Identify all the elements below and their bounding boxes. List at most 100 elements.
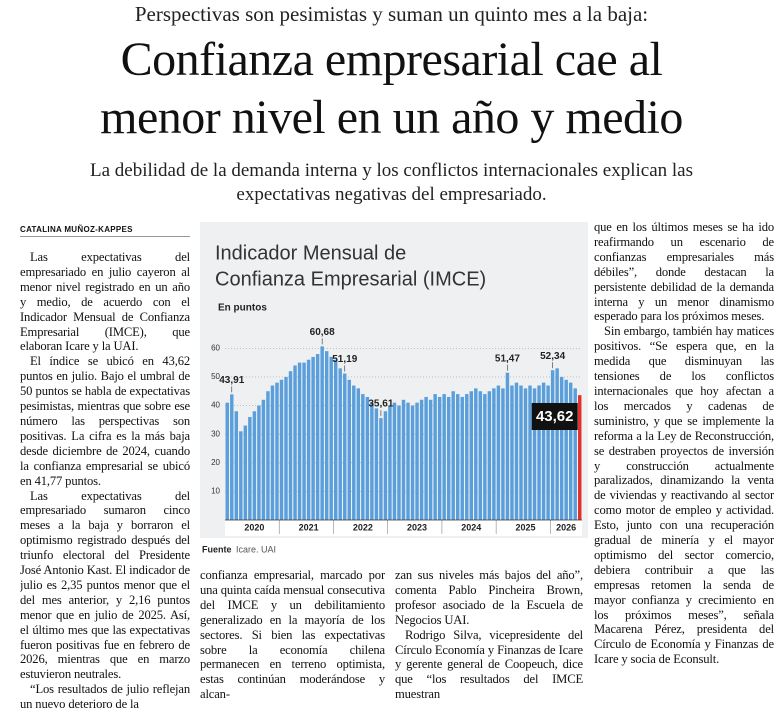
bar: [573, 388, 577, 520]
x-tick-label: 2026: [556, 522, 576, 532]
bar: [284, 376, 288, 520]
bar: [456, 394, 460, 520]
bar: [329, 356, 333, 520]
bar: [248, 416, 252, 520]
x-tick-label: 2025: [515, 522, 535, 532]
bar: [239, 431, 243, 520]
bar: [293, 365, 297, 520]
bar: [343, 373, 347, 520]
bar: [505, 372, 510, 520]
bar: [433, 394, 437, 520]
paragraph: Rodrigo Silva, vicepresidente del Círcul…: [395, 627, 583, 702]
bar: [401, 399, 406, 520]
x-tick-label: 2021: [299, 522, 319, 532]
bar: [555, 368, 559, 520]
bar: [361, 394, 365, 520]
bar: [492, 388, 496, 520]
bar: [234, 411, 239, 520]
paragraph: confianza empresarial, marcado por una q…: [200, 568, 385, 702]
bar: [243, 425, 248, 520]
bar: [320, 346, 324, 520]
bar: [356, 388, 361, 520]
y-tick-label: 60: [211, 343, 220, 352]
bar: [270, 385, 275, 520]
bar: [514, 382, 519, 520]
bar: [406, 402, 410, 520]
headline: Confianza empresarial cae al: [120, 33, 663, 86]
bar: [424, 396, 428, 520]
bar: [478, 391, 483, 520]
bar: [501, 388, 505, 520]
bar: [568, 382, 573, 520]
value-label: 43,62: [536, 408, 574, 425]
byline: CATALINA MUÑOZ-KAPPES: [20, 225, 190, 237]
deck: expectativas negativas del empresariado.: [236, 184, 547, 205]
paragraph: Las expectativas del empresariado sumaro…: [20, 488, 190, 682]
bar: [261, 399, 266, 520]
deck: La debilidad de la demanda interna y los…: [89, 160, 694, 181]
bar: [252, 411, 257, 520]
value-label: 52,34: [540, 351, 565, 362]
headline: menor nivel en un año y medio: [100, 91, 683, 144]
bar: [496, 385, 501, 520]
column: zan sus niveles más bajos del año”, come…: [395, 568, 583, 708]
bar: [541, 382, 546, 520]
x-tick-label: 2020: [244, 522, 264, 532]
paragraph: que en los últimos meses se ha ido reafi…: [594, 220, 774, 324]
paragraph: Las expectativas del empresariado en jul…: [20, 250, 190, 354]
bar: [374, 408, 379, 520]
bar: [266, 391, 270, 520]
bar: [311, 356, 315, 520]
paragraph: El índice se ubicó en 43,62 puntos en ju…: [20, 354, 190, 488]
chart-title: Confianza Empresarial (IMCE): [215, 268, 486, 290]
paragraph: Sin embargo, también hay matices positiv…: [594, 324, 774, 667]
column: Las expectativas del empresariado en jul…: [20, 250, 190, 708]
bar: [257, 405, 261, 520]
bar: [442, 394, 446, 520]
bar: [437, 396, 442, 520]
bar: [315, 354, 320, 520]
bar: [559, 376, 564, 520]
bar: [370, 402, 374, 520]
bar: [410, 405, 415, 520]
bar: [469, 391, 474, 520]
bar: [347, 379, 351, 520]
bar: [365, 396, 370, 520]
source-label: Fuente: [202, 544, 232, 554]
x-tick-label: 2022: [353, 522, 373, 532]
y-tick-label: 10: [211, 486, 220, 495]
bar: [532, 388, 537, 520]
bar: [279, 379, 284, 520]
bar: [578, 395, 582, 520]
bar: [446, 396, 451, 520]
x-tick-label: 2024: [461, 522, 481, 532]
chart-subtitle: En puntos: [218, 303, 267, 314]
bar: [297, 362, 302, 520]
bar: [537, 385, 541, 520]
value-label: 51,47: [495, 353, 520, 364]
paragraph: zan sus niveles más bajos del año”, come…: [395, 568, 583, 627]
chart-title: Indicador Mensual de: [215, 242, 406, 264]
bar: [510, 385, 514, 520]
bar: [523, 388, 528, 520]
bar: [465, 394, 469, 520]
bar: [428, 399, 433, 520]
chart: Indicador Mensual de Confianza Empresari…: [200, 222, 588, 554]
bar: [338, 368, 342, 520]
bar: [392, 402, 397, 520]
kicker: Perspectivas son pesimistas y suman un q…: [134, 2, 649, 26]
bar: [550, 370, 555, 520]
y-tick-label: 20: [211, 458, 220, 467]
bar: [474, 388, 478, 520]
bar: [487, 391, 492, 520]
x-tick-label: 2023: [407, 522, 427, 532]
bar: [302, 362, 306, 520]
bar: [528, 385, 532, 520]
bar: [306, 359, 311, 520]
bar: [275, 382, 279, 520]
paragraph: “Los resultados de julio reflejan un nue…: [20, 682, 190, 708]
bar: [483, 394, 487, 520]
bar: [564, 379, 568, 520]
